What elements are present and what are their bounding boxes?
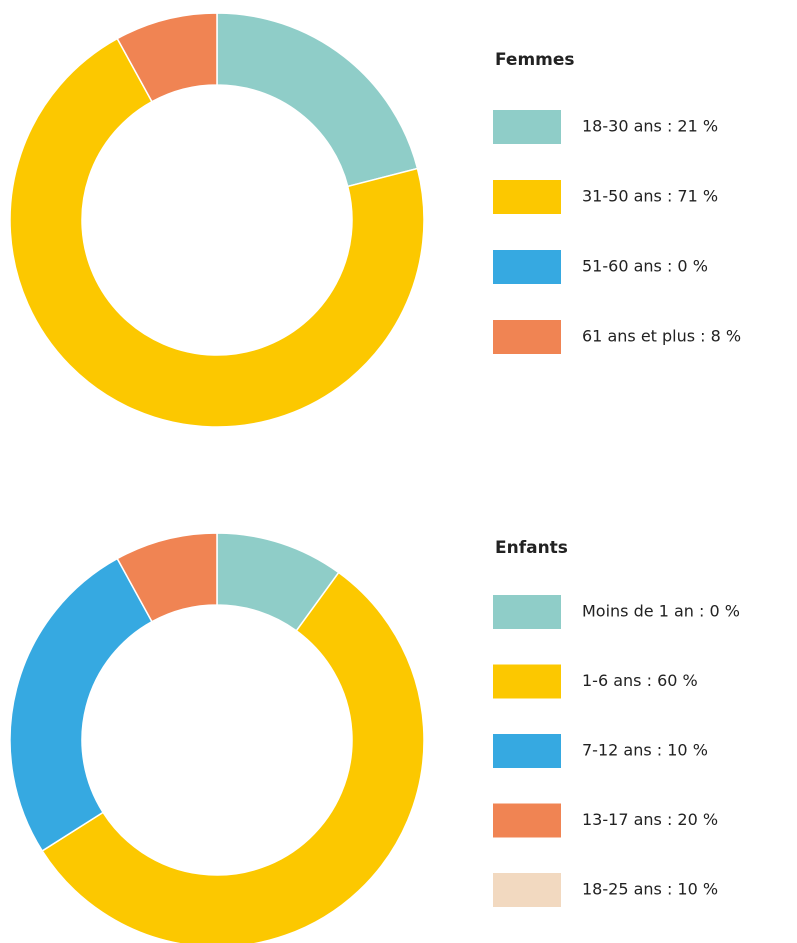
legend-label: Moins de 1 an : 0 % [582,602,740,621]
legend-label: 7-12 ans : 10 % [582,741,708,760]
legend-swatch [493,110,561,144]
donut-slice [216,12,419,188]
legend-label: 1-6 ans : 60 % [582,671,698,690]
donut-slice [9,37,425,428]
legend-swatch [493,180,561,214]
legend-swatch [493,595,561,629]
legend-swatch [493,320,561,354]
legend-swatch [493,803,561,838]
legend-swatch [493,734,561,768]
donut-slice [9,557,153,852]
donut-slice [116,532,218,623]
legend-label: 18-25 ans : 10 % [582,880,718,899]
legend-swatch [493,664,561,699]
legend-label: 18-30 ans : 21 % [582,117,718,136]
donut-slice [41,571,425,943]
legend-label: 51-60 ans : 0 % [582,257,708,276]
legend-swatch [493,873,561,907]
legend-label: 31-50 ans : 71 % [582,187,718,206]
legend-swatch [493,250,561,284]
legend-title: Femmes [495,50,575,70]
legend-title: Enfants [495,538,568,558]
legend-label: 61 ans et plus : 8 % [582,327,741,346]
donut-slice [116,12,218,103]
legend-label: 13-17 ans : 20 % [582,810,718,829]
